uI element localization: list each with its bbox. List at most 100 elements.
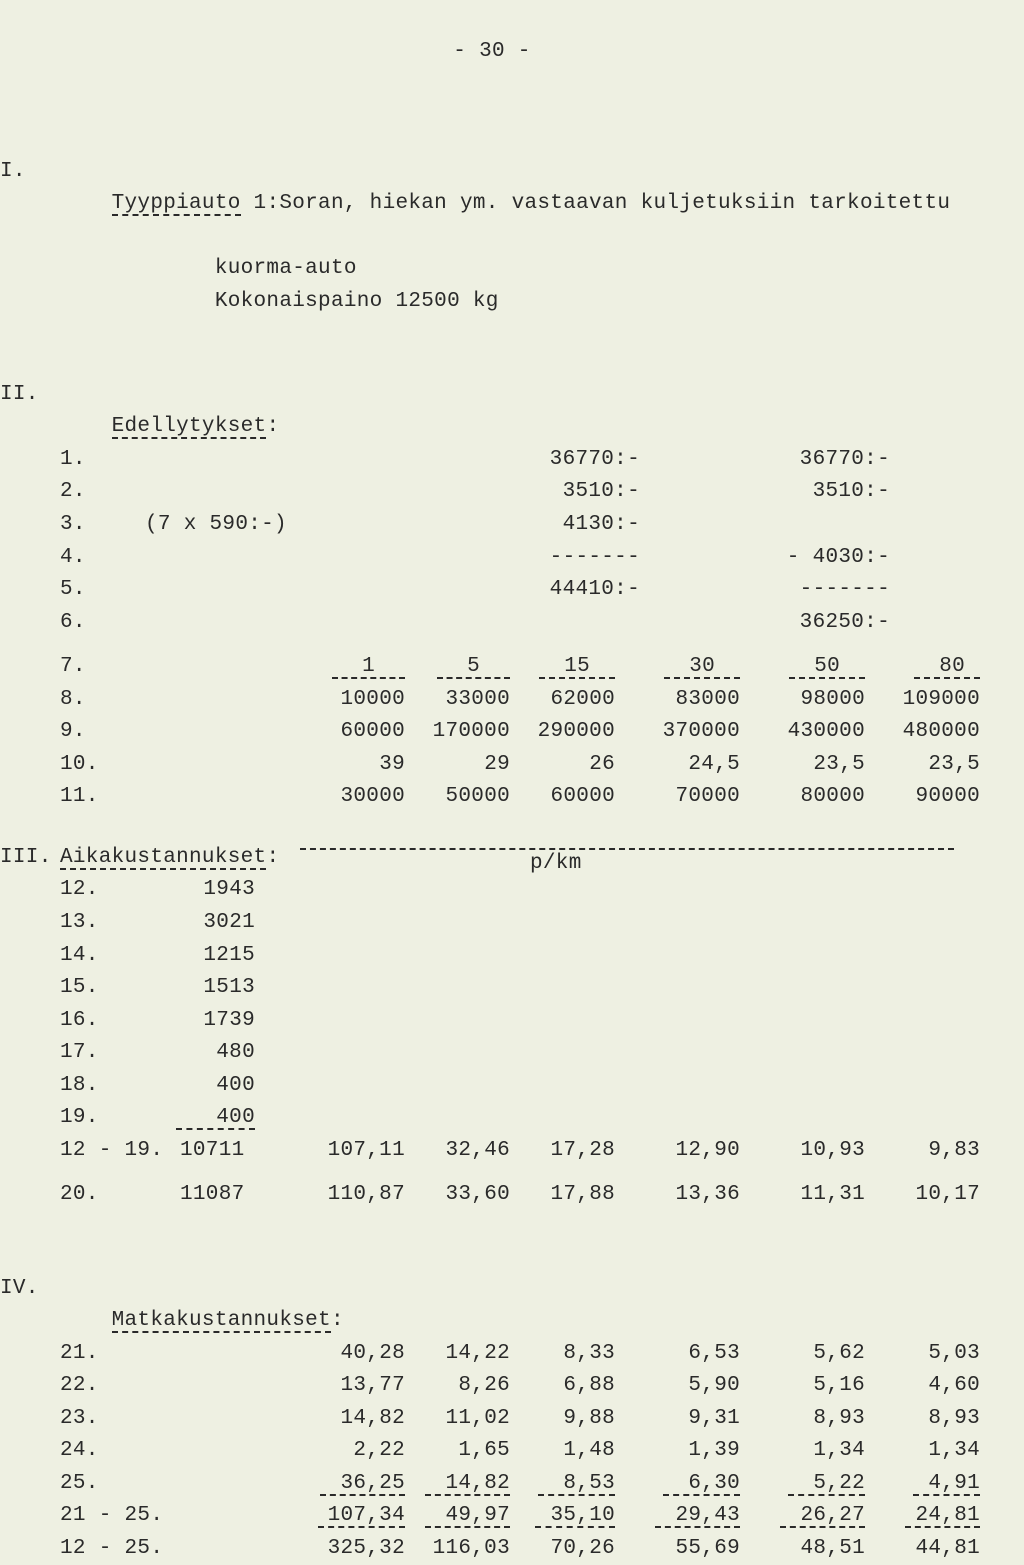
n-21: 21. — [60, 1338, 99, 1371]
r11-c3: 60000 — [510, 781, 615, 814]
r11-c5: 80000 — [750, 781, 865, 814]
r11-c2: 50000 — [405, 781, 510, 814]
n-s1225: 12 - 25. — [60, 1533, 163, 1565]
s2125-c1: 107,34 — [300, 1500, 405, 1533]
v-2a: 3510:- — [500, 476, 640, 509]
v-3a: 4130:- — [500, 509, 640, 542]
h-c1: 1 — [300, 651, 405, 684]
section-1-line2: kuorma-auto — [0, 253, 984, 286]
n-22: 22. — [60, 1370, 99, 1403]
roman-4: IV. — [0, 1273, 39, 1306]
v-14: 1215 — [165, 940, 255, 973]
r8-c5: 98000 — [750, 684, 865, 717]
r8-c4: 83000 — [625, 684, 740, 717]
s2125-c3: 35,10 — [510, 1500, 615, 1533]
n-s2125: 21 - 25. — [60, 1500, 163, 1533]
r24-c1: 2,22 — [300, 1435, 405, 1468]
r23-c1: 14,82 — [300, 1403, 405, 1436]
n-5: 5. — [60, 574, 86, 607]
r20-c6: 10,17 — [870, 1179, 980, 1212]
r20-c1: 110,87 — [300, 1179, 405, 1212]
v-1a: 36770:- — [500, 444, 640, 477]
section-2-title: II. Edellytykset: — [0, 346, 984, 444]
h-c6: 80 — [870, 651, 980, 684]
s1225-c4: 55,69 — [625, 1533, 740, 1565]
r25-c6: 4,91 — [870, 1468, 980, 1501]
r25-c3: 8,53 — [510, 1468, 615, 1501]
section-1-line1: I. Tyyppiauto 1:Soran, hiekan ym. vastaa… — [0, 123, 984, 253]
s1219-c1: 107,11 — [300, 1135, 405, 1168]
row-12-25: 12 - 25. 325,32 116,03 70,26 55,69 48,51… — [0, 1533, 984, 1565]
n-12: 12. — [60, 874, 99, 907]
n-8: 8. — [60, 684, 86, 717]
h-c3: 15 — [510, 651, 615, 684]
r25-c5: 5,22 — [750, 1468, 865, 1501]
v-20: 11087 — [180, 1179, 245, 1212]
row-5: 5. 44410:- ------- — [0, 574, 984, 607]
r11-c6: 90000 — [870, 781, 980, 814]
r9-c2: 170000 — [405, 716, 510, 749]
r11-c4: 70000 — [625, 781, 740, 814]
n-3: 3. — [60, 509, 86, 542]
v-6b: 36250:- — [740, 607, 890, 640]
title-tyyppiauto: Tyyppiauto — [112, 193, 241, 216]
section-4-title: IV. Matkakustannukset: — [0, 1240, 984, 1338]
row-11: 11. 30000 50000 60000 70000 80000 90000 — [0, 781, 984, 814]
v-17: 480 — [165, 1037, 255, 1070]
r9-c6: 480000 — [870, 716, 980, 749]
s2125-c4: 29,43 — [625, 1500, 740, 1533]
row-25: 25. 36,25 14,82 8,53 6,30 5,22 4,91 — [0, 1468, 984, 1501]
v-13: 3021 — [165, 907, 255, 940]
h-c5: 50 — [750, 651, 865, 684]
r21-c3: 8,33 — [510, 1338, 615, 1371]
page-number: - 30 - — [0, 40, 984, 63]
n-4: 4. — [60, 542, 86, 575]
n-11: 11. — [60, 781, 99, 814]
r21-c5: 5,62 — [750, 1338, 865, 1371]
r22-c5: 5,16 — [750, 1370, 865, 1403]
r21-c6: 5,03 — [870, 1338, 980, 1371]
v-5b: ------- — [740, 574, 890, 607]
s1219-c3: 17,28 — [510, 1135, 615, 1168]
v-4b: - 4030:- — [740, 542, 890, 575]
v-4a: ------- — [500, 542, 640, 575]
r21-c2: 14,22 — [405, 1338, 510, 1371]
s1219-c5: 10,93 — [750, 1135, 865, 1168]
v-16: 1739 — [165, 1005, 255, 1038]
s2125-c5: 26,27 — [750, 1500, 865, 1533]
r22-c3: 6,88 — [510, 1370, 615, 1403]
matkakust: Matkakustannukset — [112, 1310, 331, 1333]
s1225-c2: 116,03 — [405, 1533, 510, 1565]
h-c4: 30 — [625, 651, 740, 684]
row-20: 20. 11087 110,87 33,60 17,88 13,36 11,31… — [0, 1179, 984, 1212]
r10-c6: 23,5 — [870, 749, 980, 782]
n-7: 7. — [60, 651, 86, 684]
n-20: 20. — [60, 1179, 99, 1212]
n-10: 10. — [60, 749, 99, 782]
r23-c4: 9,31 — [625, 1403, 740, 1436]
r11-c1: 30000 — [300, 781, 405, 814]
n-1: 1. — [60, 444, 86, 477]
roman-2: II. — [0, 379, 39, 412]
row-18: 18. 400 — [0, 1070, 984, 1103]
v-2b: 3510:- — [740, 476, 890, 509]
row-19: 19. 400 — [0, 1102, 984, 1135]
n-16: 16. — [60, 1005, 99, 1038]
s2125-c6: 24,81 — [870, 1500, 980, 1533]
r9-c1: 60000 — [300, 716, 405, 749]
row-22: 22. 13,77 8,26 6,88 5,90 5,16 4,60 — [0, 1370, 984, 1403]
v-15: 1513 — [165, 972, 255, 1005]
r20-c5: 11,31 — [750, 1179, 865, 1212]
n-15: 15. — [60, 972, 99, 1005]
v-1b: 36770:- — [740, 444, 890, 477]
r10-c5: 23,5 — [750, 749, 865, 782]
s1225-c3: 70,26 — [510, 1533, 615, 1565]
r9-c5: 430000 — [750, 716, 865, 749]
r22-c6: 4,60 — [870, 1370, 980, 1403]
r20-c4: 13,36 — [625, 1179, 740, 1212]
r23-c6: 8,93 — [870, 1403, 980, 1436]
v-18: 400 — [165, 1070, 255, 1103]
r8-c6: 109000 — [870, 684, 980, 717]
row-21-25: 21 - 25. 107,34 49,97 35,10 29,43 26,27 … — [0, 1500, 984, 1533]
r24-c4: 1,39 — [625, 1435, 740, 1468]
